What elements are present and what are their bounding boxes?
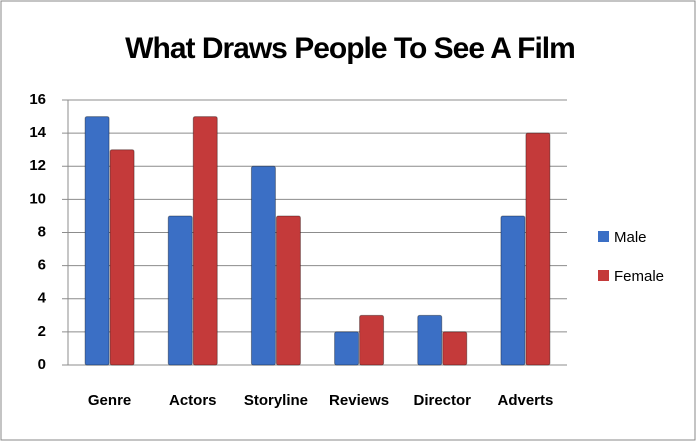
- chart-title: What Draws People To See A Film: [125, 32, 575, 65]
- x-tick-label: Reviews: [329, 392, 389, 409]
- x-tick-label: Actors: [169, 392, 217, 409]
- y-tick-label: 4: [38, 290, 47, 307]
- y-tick-label: 6: [38, 257, 46, 274]
- bar: [109, 149, 135, 366]
- x-tick-label: Director: [413, 392, 471, 409]
- y-tick-label: 12: [29, 157, 46, 174]
- legend-marker: [598, 231, 609, 242]
- y-tick-label: 10: [29, 190, 46, 207]
- x-tick-label: Storyline: [244, 392, 308, 409]
- legend-text: Male: [614, 229, 647, 246]
- bar: [275, 215, 301, 366]
- legend-text: Female: [614, 268, 664, 285]
- y-tick-label: 14: [29, 124, 46, 141]
- y-tick-label: 0: [38, 356, 46, 373]
- bar: [167, 215, 193, 366]
- bar: [500, 215, 526, 366]
- bar: [525, 132, 551, 366]
- bar: [192, 116, 218, 366]
- bar: [250, 165, 276, 366]
- x-tick-label: Adverts: [497, 392, 553, 409]
- bar: [334, 331, 360, 366]
- y-tick-label: 2: [38, 323, 46, 340]
- legend-marker: [598, 270, 609, 281]
- y-tick-label: 8: [38, 223, 46, 240]
- bar: [359, 314, 385, 366]
- x-tick-label: Genre: [88, 392, 131, 409]
- y-tick-label: 16: [29, 91, 46, 108]
- bar: [84, 116, 110, 366]
- bar: [442, 331, 468, 366]
- bar: [417, 314, 443, 366]
